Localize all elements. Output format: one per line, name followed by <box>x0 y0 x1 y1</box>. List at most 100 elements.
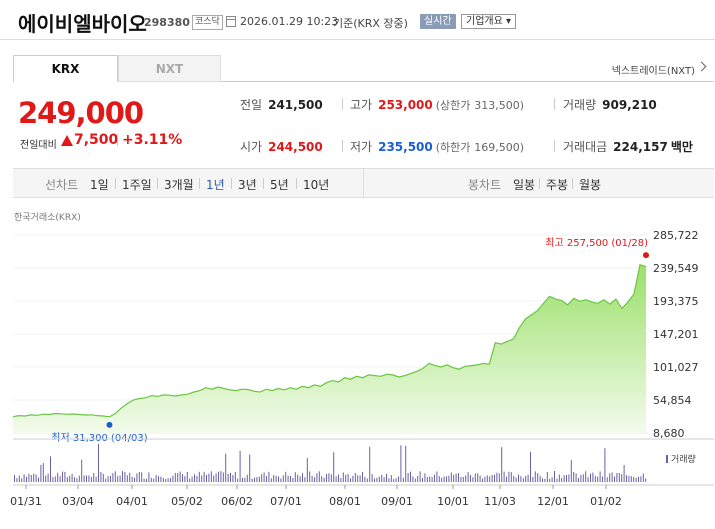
realtime-button[interactable]: 실시간 <box>420 14 456 29</box>
volume-bar <box>496 472 498 482</box>
volume-bar <box>287 475 289 482</box>
toolbar-divider <box>363 169 364 197</box>
x-tick-label: 07/01 <box>270 495 302 508</box>
volume-bar <box>599 471 601 482</box>
volume-bar <box>52 477 54 482</box>
volume-bar <box>138 472 140 482</box>
high-marker <box>643 252 649 259</box>
volume-bar <box>335 476 337 482</box>
volume-bar <box>580 475 582 482</box>
range-1y[interactable]: 1년 <box>206 178 225 192</box>
volume-bars <box>14 443 647 482</box>
y-tick-label: 8,680 <box>653 427 685 440</box>
low-annotation: 최저 31,300 (04/03) <box>51 432 147 444</box>
nextrade-link[interactable]: 넥스트레이드(NXT) <box>611 66 695 77</box>
volume-bar <box>407 473 409 482</box>
quote-datetime: 2026.01.29 10:23 <box>240 15 339 28</box>
range-3y[interactable]: 3년 <box>238 178 257 192</box>
volume-bar <box>136 473 138 482</box>
volume-bar <box>268 471 270 482</box>
volume-bar <box>345 474 347 482</box>
volume-bar <box>364 477 366 482</box>
price-area <box>13 264 646 433</box>
candle-monthly[interactable]: 월봉 <box>579 178 602 192</box>
volume-bar <box>189 478 191 482</box>
market-badge: 코스닥 <box>192 15 223 30</box>
volume-bar <box>210 471 212 482</box>
volume-bar <box>54 476 56 482</box>
volume-bar <box>462 477 464 482</box>
volume-bar <box>426 477 428 482</box>
y-tick-label: 54,854 <box>653 394 692 407</box>
range-10y[interactable]: 10년 <box>303 178 330 192</box>
volume-bar <box>42 463 44 482</box>
volume-bar <box>186 472 188 482</box>
volume-bar <box>184 476 186 482</box>
volume-bar <box>258 476 260 482</box>
volume-bar <box>114 471 116 482</box>
volume-bar <box>369 446 371 482</box>
tab-divider <box>221 81 714 82</box>
volume-bar <box>220 471 222 482</box>
volume-bar <box>230 473 231 482</box>
volume-bar <box>174 472 176 482</box>
range-1d[interactable]: 1일 <box>90 178 109 192</box>
volume-bar <box>611 472 613 482</box>
volume-bar <box>26 476 27 482</box>
volume-bar <box>249 454 251 482</box>
stat-value: 253,000 <box>378 98 433 112</box>
y-tick-label: 147,201 <box>653 328 699 341</box>
volume-bar <box>522 478 524 482</box>
volume-bar <box>74 477 75 482</box>
volume-bar <box>477 473 479 482</box>
volume-bar <box>645 478 647 482</box>
volume-bar <box>614 476 615 482</box>
volume-bar <box>143 478 145 482</box>
range-5y[interactable]: 5년 <box>270 178 289 192</box>
volume-bar <box>359 475 361 482</box>
volume-bar <box>282 475 284 482</box>
volume-bar <box>191 476 193 482</box>
volume-bar <box>549 478 551 482</box>
volume-bar <box>76 478 78 482</box>
divider <box>554 140 555 152</box>
price-chart[interactable]: 285,722 239,549 193,375 147,201 101,027 54,85… <box>0 225 715 529</box>
volume-bar <box>311 475 313 482</box>
volume-bar <box>508 471 510 482</box>
volume-bar <box>239 450 241 482</box>
y-tick-label: 193,375 <box>653 295 699 308</box>
stat-label: 거래량 <box>563 98 597 112</box>
x-tick-label: 09/01 <box>381 495 413 508</box>
volume-bar <box>323 477 325 482</box>
range-1w[interactable]: 1주일 <box>122 178 152 192</box>
volume-bar <box>71 473 73 482</box>
volume-bar <box>378 476 380 482</box>
volume-bar <box>354 473 356 482</box>
volume-bar <box>532 477 534 482</box>
company-info-dropdown[interactable]: 기업개요 ▾ <box>461 14 517 29</box>
tab-nxt[interactable]: NXT <box>118 55 221 82</box>
candle-weekly[interactable]: 주봉 <box>546 178 569 192</box>
tab-krx[interactable]: KRX <box>13 55 118 82</box>
range-3m[interactable]: 3개월 <box>164 178 194 192</box>
volume-bar <box>616 473 618 482</box>
stat-high: 고가 253,000 (상한가 313,500) <box>350 96 524 113</box>
volume-bar <box>606 477 608 482</box>
calendar-icon <box>226 16 236 27</box>
volume-bar <box>93 473 95 482</box>
candle-daily[interactable]: 일봉 <box>513 178 536 192</box>
volume-bar <box>542 478 543 482</box>
volume-bar <box>630 476 632 482</box>
volume-bar <box>450 472 452 482</box>
volume-bar <box>196 476 198 482</box>
volume-bar <box>400 445 402 482</box>
volume-bar <box>563 475 565 482</box>
volume-bar <box>412 476 414 482</box>
volume-bar <box>352 476 354 482</box>
volume-bar <box>494 474 495 482</box>
volume-bar <box>222 472 224 482</box>
volume-bar <box>520 476 522 482</box>
volume-bar <box>314 477 315 482</box>
volume-bar <box>170 478 171 482</box>
volume-bar <box>467 472 469 482</box>
